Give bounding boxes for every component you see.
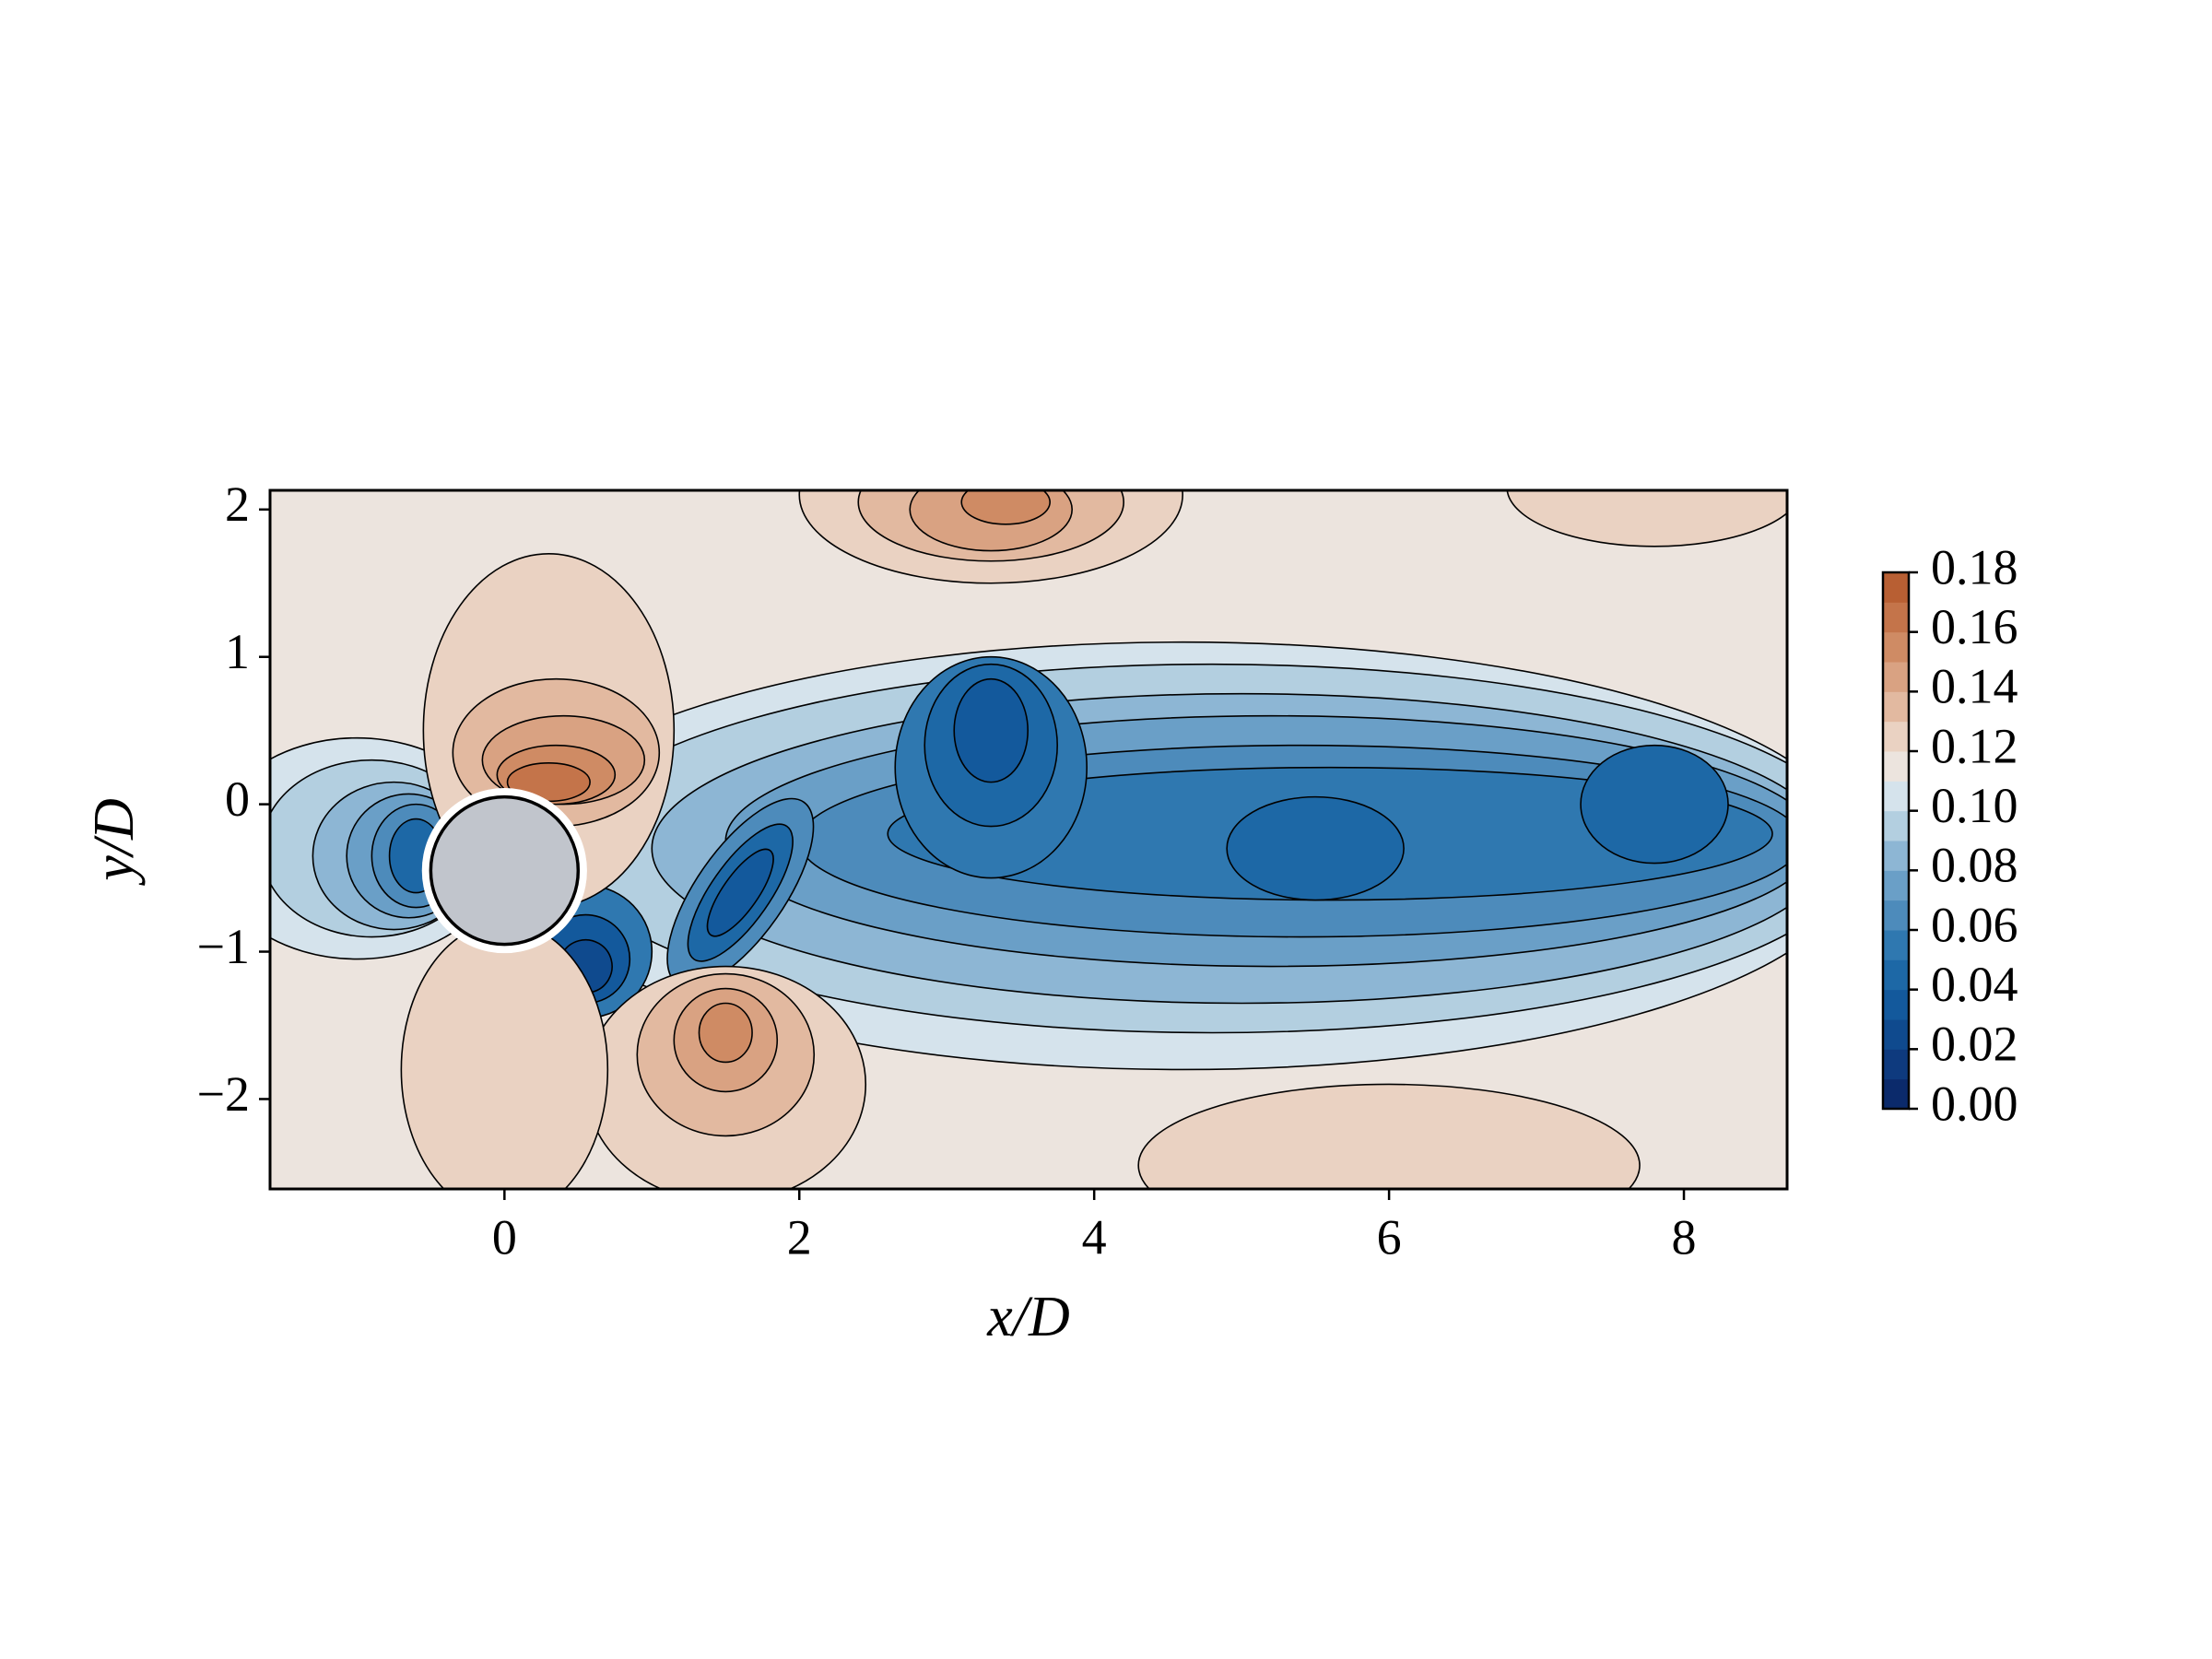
axes-frame bbox=[268, 488, 1789, 1191]
colorbar-band bbox=[1883, 959, 1909, 991]
y-axis-label: y/D bbox=[83, 798, 146, 887]
colorbar-band bbox=[1883, 930, 1909, 960]
colorbar-band bbox=[1883, 572, 1909, 603]
colorbar-band bbox=[1883, 631, 1909, 663]
cylinder bbox=[429, 794, 581, 947]
contour-band bbox=[698, 1002, 753, 1064]
colorbar-tick-label: 0.06 bbox=[1931, 897, 2018, 952]
y-tick-label: 1 bbox=[225, 624, 250, 679]
colorbar-band bbox=[1883, 721, 1909, 752]
colorbar-band bbox=[1883, 841, 1909, 871]
colorbar-tick-label: 0.02 bbox=[1931, 1017, 2018, 1072]
contour-band bbox=[1506, 490, 1787, 547]
contour-band bbox=[706, 848, 774, 937]
colorbar-band bbox=[1883, 810, 1909, 841]
contour-band bbox=[1137, 1083, 1641, 1189]
y-tick-label: −1 bbox=[197, 919, 250, 974]
contour-band bbox=[960, 490, 1051, 525]
colorbar-tick-label: 0.12 bbox=[1931, 718, 2018, 773]
x-tick-label: 4 bbox=[1082, 1209, 1107, 1265]
y-tick-label: 2 bbox=[225, 477, 250, 532]
y-tick-label: 0 bbox=[225, 771, 250, 827]
colorbar-tick-label: 0.18 bbox=[1931, 539, 2018, 594]
colorbar-tick-label: 0.10 bbox=[1931, 778, 2018, 833]
colorbar-band bbox=[1883, 1078, 1909, 1110]
colorbar-band bbox=[1883, 602, 1909, 633]
colorbar-band bbox=[1883, 900, 1909, 931]
x-tick-label: 0 bbox=[492, 1209, 517, 1265]
colorbar-band bbox=[1883, 751, 1909, 782]
x-tick-label: 8 bbox=[1672, 1209, 1697, 1265]
colorbar-tick-label: 0.16 bbox=[1931, 599, 2018, 654]
colorbar-band bbox=[1883, 691, 1909, 723]
x-tick-label: 6 bbox=[1377, 1209, 1402, 1265]
contour-band bbox=[1580, 744, 1729, 865]
colorbar-tick-label: 0.04 bbox=[1931, 957, 2018, 1012]
colorbar-band bbox=[1883, 1019, 1909, 1050]
colorbar-frame bbox=[1881, 571, 1911, 1111]
colorbar-band bbox=[1883, 870, 1909, 901]
x-axis-label: x/D bbox=[986, 1286, 1070, 1348]
contour-band bbox=[953, 677, 1030, 783]
contour-band bbox=[400, 921, 609, 1189]
colorbar-band bbox=[1883, 662, 1909, 692]
colorbar-tick-label: 0.14 bbox=[1931, 659, 2018, 714]
colorbar-band bbox=[1883, 781, 1909, 812]
x-tick-label: 2 bbox=[787, 1209, 812, 1265]
y-tick-label: −2 bbox=[197, 1066, 250, 1122]
colorbar-tick-label: 0.00 bbox=[1931, 1076, 2018, 1131]
contour-band bbox=[1226, 795, 1405, 901]
colorbar-tick-label: 0.08 bbox=[1931, 838, 2018, 893]
colorbar-band bbox=[1883, 1049, 1909, 1080]
colorbar-band bbox=[1883, 989, 1909, 1020]
